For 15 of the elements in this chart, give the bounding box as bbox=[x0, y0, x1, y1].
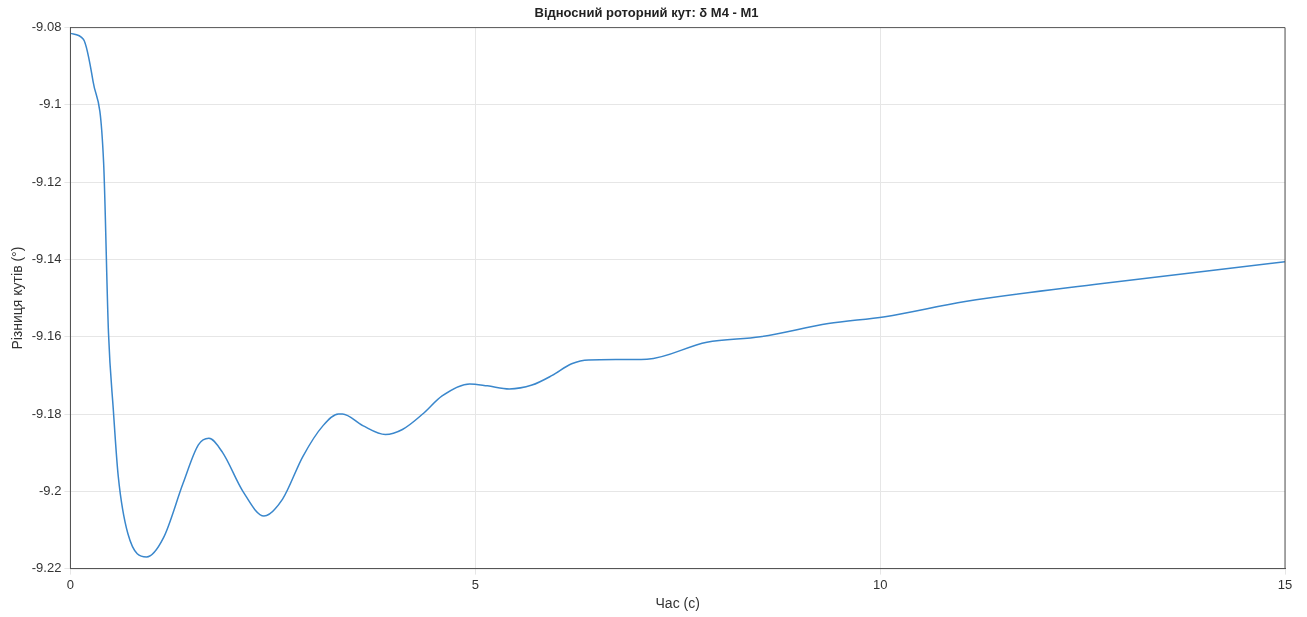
x-axis-title: Час (с) bbox=[655, 595, 700, 612]
x-tick-label: 15 bbox=[1277, 576, 1293, 592]
y-tick-label: -9.16 bbox=[31, 328, 62, 344]
chart-title: Відносний роторний кут: δ M4 - M1 bbox=[534, 5, 759, 21]
y-tick-label: -9.22 bbox=[31, 560, 62, 576]
y-axis-title: Різниця кутів (°) bbox=[9, 246, 26, 350]
x-tick-label: 10 bbox=[872, 576, 888, 592]
y-tick-label: -9.1 bbox=[39, 96, 62, 112]
x-tick-label: 5 bbox=[471, 576, 479, 592]
y-tick-label: -9.2 bbox=[39, 482, 62, 498]
y-tick-label: -9.12 bbox=[31, 173, 62, 189]
x-tick-label: 0 bbox=[66, 576, 75, 592]
y-tick-label: -9.14 bbox=[31, 251, 62, 267]
y-tick-label: -9.08 bbox=[31, 19, 62, 35]
y-tick-label: -9.18 bbox=[31, 405, 62, 421]
